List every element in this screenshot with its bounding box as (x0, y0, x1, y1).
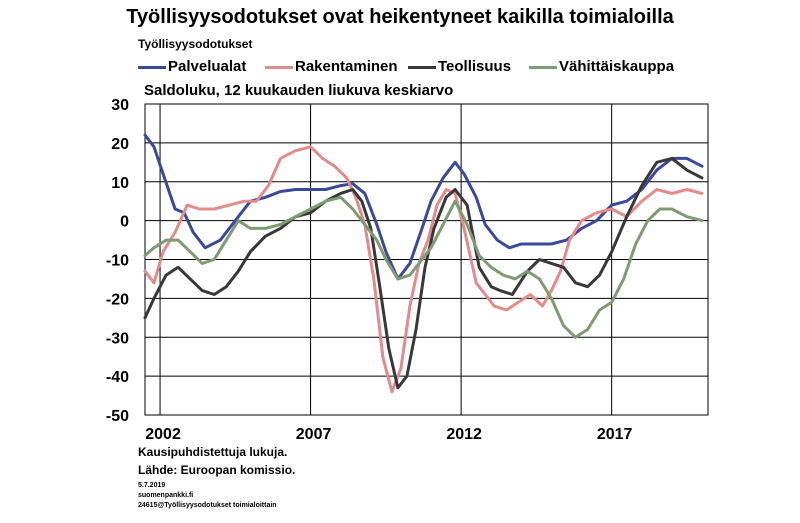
legend-label: Vähittäiskauppa (559, 58, 675, 75)
legend-label: Teollisuus (438, 58, 512, 75)
y-tick-label: -30 (106, 330, 129, 347)
x-tick-label: 2017 (597, 426, 633, 443)
legend-swatch (408, 66, 436, 69)
x-tick-label: 2002 (145, 426, 181, 443)
series-line-palvelualat (143, 133, 704, 281)
legend-swatch (138, 66, 166, 69)
y-tick-label: 20 (111, 136, 129, 153)
legend-swatch (265, 66, 293, 69)
series-line-teollisuus (143, 156, 704, 390)
chart-title: Työllisyysodotukset ovat heikentyneet ka… (126, 6, 674, 28)
note-date: 5.7.2019 (138, 482, 166, 489)
y-tick-label: -40 (106, 369, 129, 386)
y-tick-label: 0 (120, 214, 129, 231)
note-source: Lähde: Euroopan komissio. (138, 463, 296, 477)
y-tick-label: -20 (106, 291, 129, 308)
y-tick-label: -50 (106, 408, 129, 425)
x-tick-label: 2007 (296, 426, 332, 443)
note-site: suomenpankki.fi (138, 492, 194, 499)
y-tick-label: 30 (111, 97, 129, 114)
legend-label: Rakentaminen (295, 58, 398, 75)
chart-subtitle: Työllisyysodotukset (138, 37, 253, 51)
y-axis-label: Saldoluku, 12 kuukauden liukuva keskiarv… (144, 82, 454, 99)
y-tick-label: 10 (111, 175, 129, 192)
legend-label: Palvelualat (168, 58, 247, 75)
legend-swatch (529, 66, 557, 69)
y-tick-label: -10 (106, 253, 129, 270)
series-line-vahittaiskauppa (143, 195, 704, 339)
note-seasonal: Kausipuhdistettuja lukuja. (138, 445, 288, 459)
note-chart-id: 24615@Työllisyysodotukset toimialoittain (138, 502, 277, 509)
x-tick-label: 2012 (446, 426, 482, 443)
